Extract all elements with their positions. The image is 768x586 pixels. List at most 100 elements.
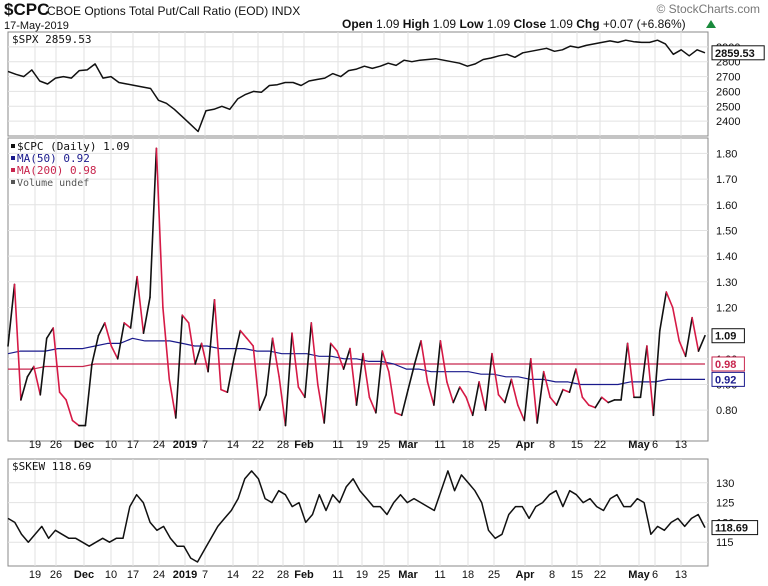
chg-label: Chg: [576, 17, 600, 31]
cpc-segment: [697, 334, 706, 352]
low-value: 1.09: [486, 17, 511, 31]
x-tick-label: 15: [571, 569, 583, 581]
cpc-segment: [594, 396, 603, 409]
cpc-segment: [97, 322, 106, 337]
skew-legend: $SKEW 118.69: [12, 460, 91, 473]
cpc-segment: [149, 147, 158, 299]
cpc-segment: [362, 352, 371, 399]
cpc-segment: [20, 375, 29, 401]
legend-swatch: [11, 144, 15, 148]
cpc-segment: [252, 345, 261, 412]
cpc-segment: [104, 322, 113, 347]
cpc-segment: [226, 357, 235, 394]
cpc-segment: [381, 350, 390, 373]
cpc-segment: [542, 370, 551, 399]
cpc-segment: [375, 350, 384, 414]
cpc-segment: [691, 316, 700, 352]
x-tick-label: 18: [462, 569, 474, 581]
skew-last-value: 118.69: [715, 523, 748, 535]
cpc-segment: [181, 314, 190, 324]
x-tick-label: 13: [675, 439, 687, 451]
cpc-legend-0: $CPC (Daily) 1.09: [17, 140, 130, 153]
x-tick-label: 10: [105, 439, 117, 451]
x-tick-label: 17: [127, 569, 139, 581]
x-tick-label: 26: [50, 569, 62, 581]
cpc-segment: [239, 329, 248, 340]
x-tick-label: 28: [277, 439, 289, 451]
high-label: High: [402, 17, 430, 31]
cpc-segment: [142, 296, 151, 335]
cpc-segment: [278, 375, 287, 427]
spx-legend: $SPX 2859.53: [12, 33, 91, 46]
x-tick-label: Apr: [516, 439, 536, 451]
cpc-segment: [536, 370, 545, 424]
x-tick-label: Dec: [74, 569, 94, 581]
y-tick-label: 2500: [716, 101, 740, 113]
x-tick-label: 13: [675, 569, 687, 581]
cpc-segment: [304, 322, 313, 399]
cpc-segment: [329, 342, 338, 352]
y-tick-label: 1.50: [716, 225, 737, 237]
cpc-segment: [446, 381, 455, 404]
cpc-segment: [368, 396, 377, 414]
x-tick-label: 18: [462, 439, 474, 451]
x-tick-label: 22: [252, 439, 264, 451]
cpc-segment: [26, 365, 35, 378]
cpc-segment: [497, 393, 506, 404]
cpc-segment: [568, 368, 577, 394]
cpc-segment: [600, 396, 610, 404]
cpc-segment: [297, 386, 306, 399]
y-tick-label: 1.20: [716, 302, 737, 314]
cpc-segment: [258, 393, 267, 412]
cpc-segment: [407, 363, 416, 391]
y-tick-label: 2700: [716, 72, 740, 84]
x-tick-label: 6: [652, 569, 658, 581]
cpc-segment: [91, 334, 100, 365]
ma50-line: [7, 337, 705, 386]
x-tick-label: 24: [153, 569, 165, 581]
cpc-segment: [665, 291, 674, 309]
x-tick-label: Mar: [398, 569, 418, 581]
legend-swatch: [11, 168, 15, 172]
ohlc-readout: Open 1.09 High 1.09 Low 1.09 Close 1.09 …: [342, 17, 686, 31]
cpc-segment: [187, 322, 196, 365]
cpc-segment: [394, 411, 403, 417]
ma50-last-value-box: [711, 371, 745, 387]
cpc-segment: [123, 322, 132, 329]
x-tick-label: 7: [202, 439, 208, 451]
y-tick-label: 0.80: [716, 405, 737, 417]
cpc-segment: [516, 404, 526, 422]
x-tick-label: 19: [29, 569, 41, 581]
x-tick-label: 11: [434, 439, 445, 451]
cpc-segment: [162, 306, 171, 381]
cpc-segment: [555, 388, 564, 406]
up-arrow-icon: [706, 20, 716, 28]
x-tick-label: 19: [356, 439, 368, 451]
cpc-segment: [168, 378, 177, 419]
skew-last-value-box: [711, 520, 759, 536]
cpc-segment: [529, 357, 539, 424]
cpc-segment: [155, 147, 164, 309]
cpc-segment: [45, 327, 55, 340]
cpc-segment: [32, 365, 42, 396]
panel-frame: [7, 31, 709, 137]
x-tick-label: 19: [29, 439, 41, 451]
x-tick-label: 26: [50, 439, 62, 451]
chart-date: 17-May-2019: [4, 20, 69, 32]
ma50-last-value: 0.92: [715, 374, 736, 386]
cpc-segment: [587, 404, 597, 409]
cpc-segment: [349, 347, 358, 406]
x-tick-label: 14: [227, 439, 239, 451]
x-tick-label: 11: [332, 569, 343, 581]
cpc-segment: [13, 283, 22, 401]
x-tick-label: 19: [356, 569, 368, 581]
cpc-segment: [465, 396, 474, 417]
legend-swatch: [11, 180, 15, 184]
cpc-segment: [684, 316, 693, 358]
cpc-segment: [220, 388, 229, 394]
cpc-segment: [323, 342, 332, 424]
cpc-segment: [175, 314, 184, 419]
x-tick-label: 8: [549, 569, 555, 581]
open-label: Open: [342, 17, 373, 31]
x-tick-label: 22: [594, 569, 606, 581]
